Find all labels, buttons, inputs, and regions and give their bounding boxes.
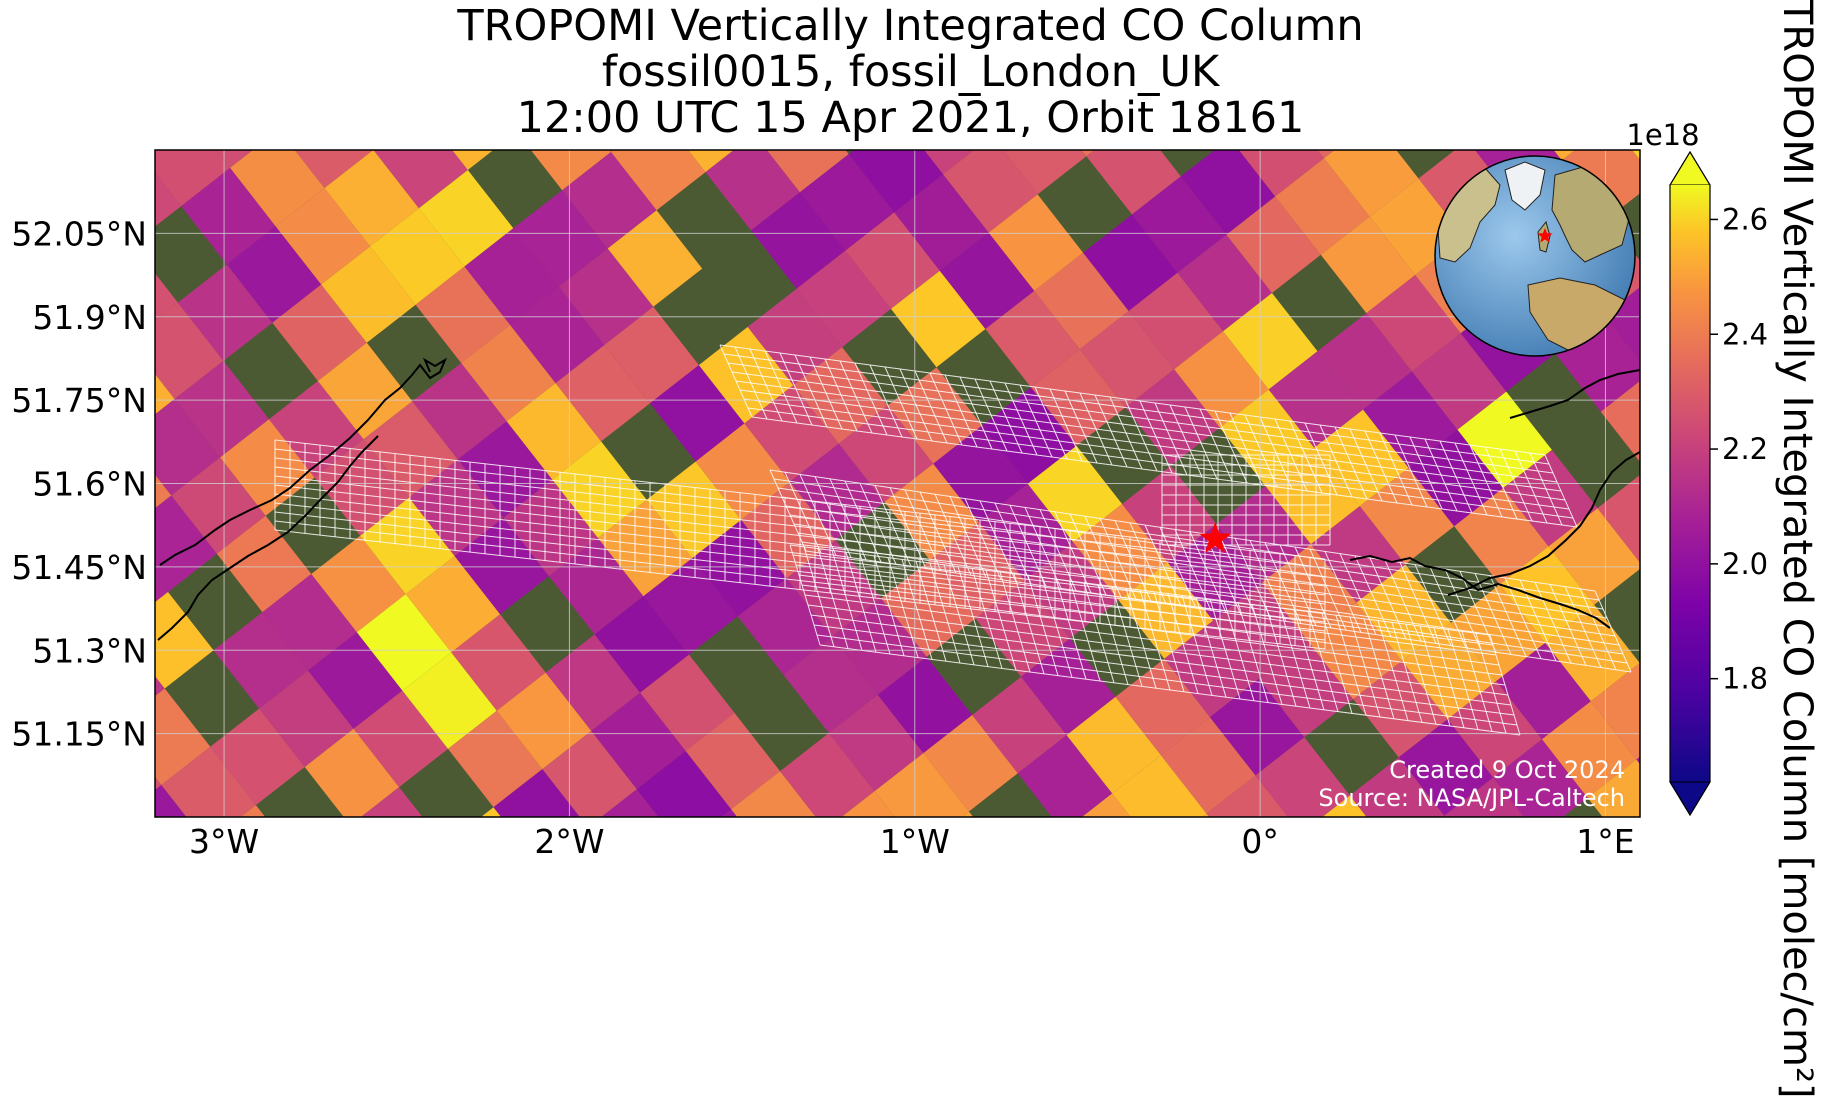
x-axis-ticks: 3°W 2°W 1°W 0° 1°E <box>189 822 1635 861</box>
tropomi-pixel <box>777 830 871 867</box>
tropomi-pixel <box>90 51 184 148</box>
y-axis-ticks: 52.05°N 51.9°N 51.75°N 51.6°N 51.45°N 51.3°N 5… <box>11 214 147 753</box>
y-tick-label: 51.6°N <box>32 465 147 504</box>
y-tick-label: 51.45°N <box>11 548 147 587</box>
tropomi-pixel <box>1633 818 1727 866</box>
globe-inset <box>1435 156 1635 356</box>
colorbar-tick-label: 2.2 <box>1722 432 1768 466</box>
y-tick-label: 51.15°N <box>11 715 147 754</box>
x-tick-label: 0° <box>1241 822 1279 861</box>
x-tick-label: 1°E <box>1576 822 1634 861</box>
x-tick-label: 1°W <box>880 822 950 861</box>
colorbar-label: TROPOMI Vertically Integrated CO Column … <box>1772 0 1820 866</box>
tropomi-pixel <box>1109 852 1203 866</box>
x-tick-label: 3°W <box>189 822 259 861</box>
map-figure: TROPOMI Vertically Integrated CO Column … <box>0 0 1821 866</box>
tropomi-pixel <box>1395 816 1490 866</box>
x-tick-label: 2°W <box>534 822 604 861</box>
tropomi-pixel <box>946 40 1041 137</box>
tropomi-pixel <box>1327 24 1421 121</box>
colorbar-tick-label: 2.4 <box>1722 317 1768 351</box>
tropomi-pixel <box>1015 832 1109 866</box>
colorbar-ticks: 1.8 2.0 2.2 2.4 2.6 <box>1710 202 1768 695</box>
tropomi-pixel <box>1565 26 1659 123</box>
map-canvas: Created 9 Oct 2024 Source: NASA/JPL-Calt… <box>0 0 1821 866</box>
tropomi-pixel <box>1516 64 1610 160</box>
y-tick-label: 51.3°N <box>32 631 147 670</box>
tropomi-pixel <box>566 56 660 153</box>
tropomi-pixel <box>1422 44 1516 141</box>
colorbar-extend-low <box>1670 782 1710 815</box>
tropomi-pixel <box>328 53 422 149</box>
tropomi-pixel <box>1041 60 1135 157</box>
colorbar-tick-label: 2.6 <box>1722 202 1768 236</box>
colorbar-exponent: 1e18 <box>1626 118 1699 152</box>
tropomi-pixel <box>396 845 490 866</box>
tropomi-pixel <box>471 35 565 131</box>
y-tick-label: 51.9°N <box>32 298 147 337</box>
colorbar-tick-label: 1.8 <box>1722 662 1768 696</box>
credit-created: Created 9 Oct 2024 <box>1389 756 1625 784</box>
tropomi-pixel <box>682 809 776 866</box>
credit-source: Source: NASA/JPL-Caltech <box>1318 784 1625 812</box>
y-tick-label: 52.05°N <box>11 214 147 253</box>
colorbar-gradient <box>1670 185 1710 782</box>
y-tick-label: 51.75°N <box>11 381 147 420</box>
tropomi-pixel <box>1158 814 1253 866</box>
tropomi-pixel <box>1347 854 1441 866</box>
tropomi-pixel <box>709 38 803 135</box>
tropomi-pixel <box>301 825 395 866</box>
tropomi-pixel <box>1490 836 1584 866</box>
tropomi-pixel <box>1184 42 1278 139</box>
colorbar: 1e18 1.8 2.0 2.2 2.4 2.6 <box>1626 118 1768 815</box>
tropomi-pixel <box>1279 62 1374 159</box>
colorbar-tick-label: 2.0 <box>1722 547 1768 581</box>
colorbar-extend-high <box>1670 152 1710 185</box>
